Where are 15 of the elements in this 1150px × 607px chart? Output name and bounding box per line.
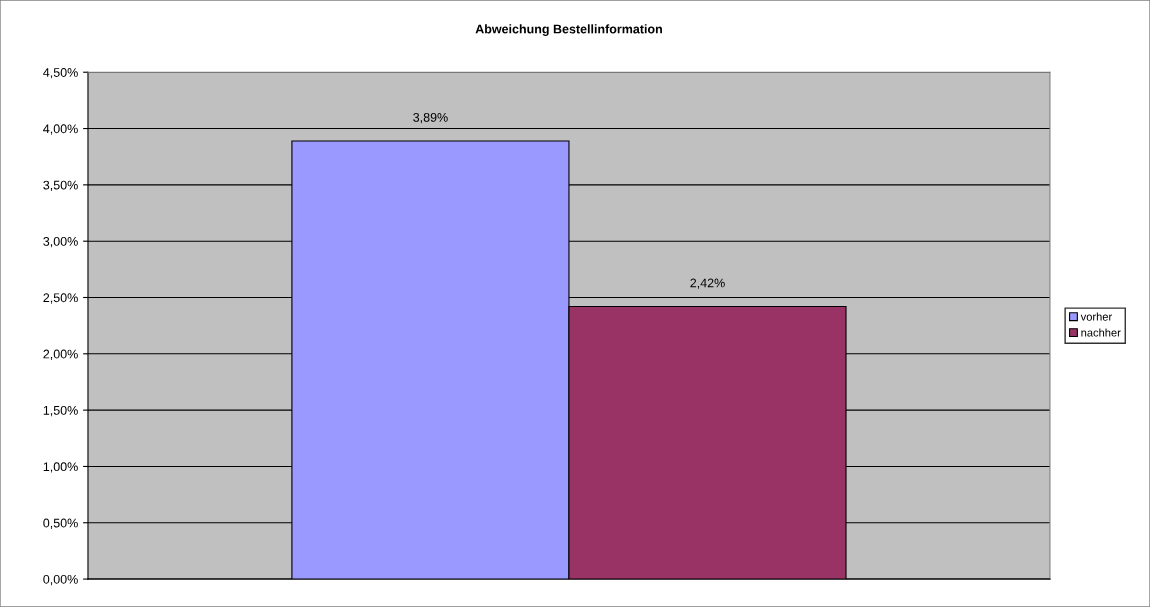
legend-label: vorher xyxy=(1080,312,1112,321)
y-tick-label: 2,00% xyxy=(43,349,78,360)
y-tick-label: 1,00% xyxy=(43,462,78,473)
y-tick-label: 4,50% xyxy=(43,68,78,79)
legend-label: nachher xyxy=(1081,328,1121,337)
y-tick-label: 3,50% xyxy=(43,180,78,191)
y-tick-label: 4,00% xyxy=(43,124,78,135)
y-tick-label: 0,00% xyxy=(43,574,78,586)
y-tick-label: 1,50% xyxy=(43,405,78,417)
y-tick-label: 3,00% xyxy=(43,236,78,248)
chart-title: Abweichung Bestellinformation xyxy=(475,24,662,36)
y-tick-label: 0,50% xyxy=(43,518,78,529)
y-tick-label: 2,50% xyxy=(43,293,78,304)
data-label: 2,42% xyxy=(690,278,725,289)
data-label: 3,89% xyxy=(413,112,448,124)
